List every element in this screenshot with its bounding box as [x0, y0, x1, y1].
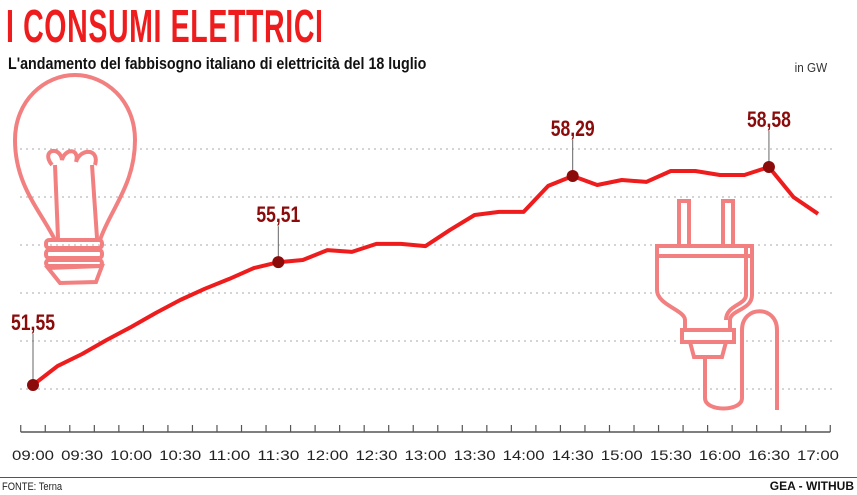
- x-tick-label: 13:00: [405, 447, 447, 463]
- x-tick-label: 12:30: [355, 447, 397, 463]
- chart-subtitle: L'andamento del fabbisogno italiano di e…: [8, 54, 427, 73]
- data-point-marker: [272, 256, 285, 269]
- x-tick-label: 10:30: [159, 447, 201, 463]
- chart-title: I CONSUMI ELETTRICI: [6, 0, 324, 52]
- series-line: [31, 165, 820, 387]
- x-tick-label: 16:00: [699, 447, 741, 463]
- data-label: 51,55: [11, 310, 55, 335]
- x-tick-label: 09:00: [12, 447, 54, 463]
- data-point-marker: [27, 378, 39, 391]
- x-axis: 09:00 09:30 10:00 10:30 11:00 11:30 12:00 12:30…: [12, 425, 839, 463]
- data-label: 58,58: [747, 107, 791, 132]
- data-label: 58,29: [551, 116, 595, 141]
- x-tick-label: 13:30: [454, 447, 496, 463]
- electric-plug-icon: [655, 199, 779, 411]
- x-tick-label: 17:00: [797, 447, 839, 463]
- x-tick-label: 15:00: [601, 447, 643, 463]
- x-tick-label: 16:30: [748, 447, 790, 463]
- light-bulb-icon: [12, 72, 138, 286]
- series-line-path: [31, 165, 820, 387]
- x-tick-label: 11:30: [257, 447, 299, 463]
- annotations: 51,55 55,51 58,29 58,58: [11, 107, 791, 391]
- x-tick-label: 09:30: [61, 447, 103, 463]
- data-point-marker: [762, 160, 775, 173]
- data-point-marker: [566, 169, 579, 182]
- x-tick-label: 15:30: [650, 447, 692, 463]
- footer-divider: [0, 477, 857, 478]
- x-tick-label: 12:00: [306, 447, 348, 463]
- source-note: FONTE: Terna: [2, 481, 63, 493]
- x-tick-label: 14:00: [503, 447, 545, 463]
- data-label: 55,51: [256, 202, 300, 227]
- x-tick-label: 11:00: [208, 447, 250, 463]
- credit-label: GEA - WITHUB: [769, 479, 854, 493]
- gridlines: [20, 148, 832, 390]
- x-tick-label: 10:00: [110, 447, 152, 463]
- unit-label: in GW: [794, 60, 827, 75]
- x-tick-label: 14:30: [552, 447, 594, 463]
